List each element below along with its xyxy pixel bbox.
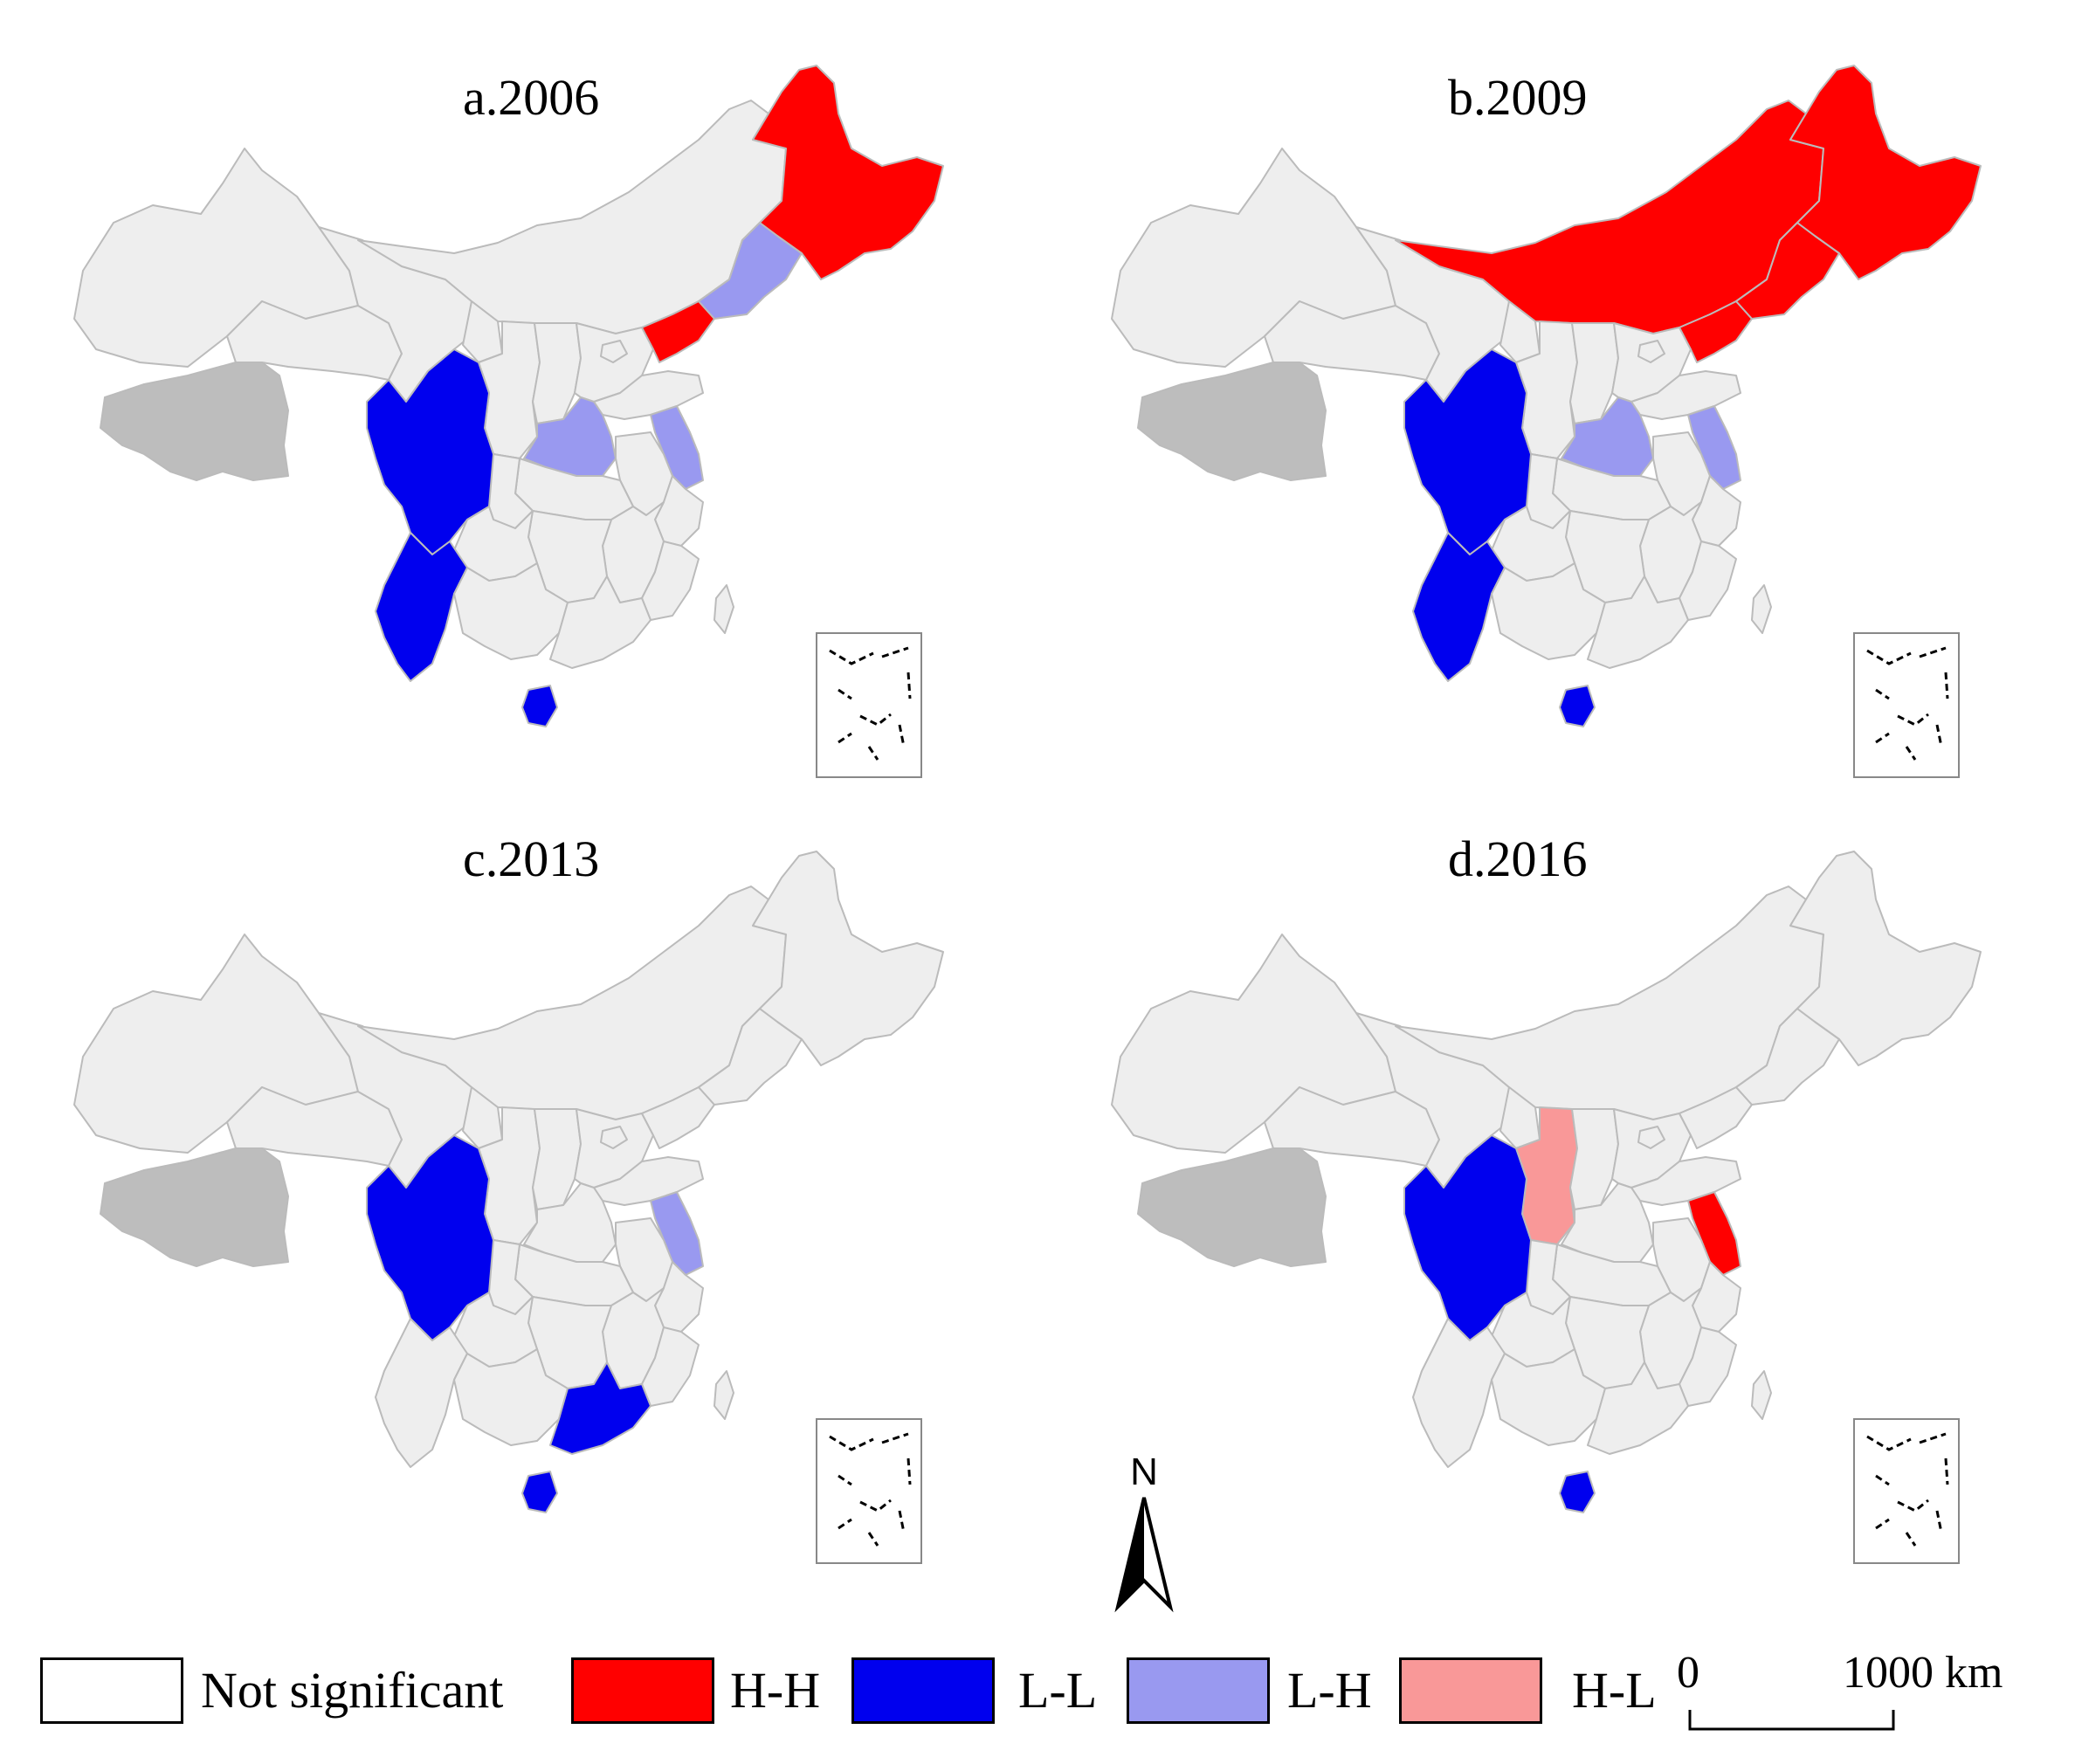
region-heilongjiang xyxy=(1789,851,1982,1066)
region-jiangsu xyxy=(1687,405,1741,490)
scale-bar: 0 1000 km xyxy=(1677,1642,2003,1764)
legend-label: H-L xyxy=(1572,1662,1657,1719)
panel-title: a.2006 xyxy=(463,69,600,126)
china-map xyxy=(1111,65,1982,778)
legend: Not significant H-H L-L L-H H-L 0 1000 k… xyxy=(0,1642,2075,1764)
south-china-sea-inset xyxy=(1853,1418,1960,1564)
south-china-sea-inset xyxy=(816,1418,922,1564)
region-guangdong xyxy=(549,575,651,669)
legend-swatch xyxy=(571,1657,714,1724)
south-china-sea-inset xyxy=(1853,632,1960,778)
region-yunnan xyxy=(375,532,468,682)
region-heilongjiang xyxy=(752,65,944,280)
region-fujian xyxy=(1679,1326,1737,1407)
region-heilongjiang xyxy=(752,851,944,1066)
legend-swatch xyxy=(1127,1657,1270,1724)
region-liaoning xyxy=(1679,300,1753,363)
south-china-sea-inset xyxy=(816,632,922,778)
region-taiwan xyxy=(1751,1370,1772,1420)
north-arrow-icon: N xyxy=(1114,1450,1174,1613)
region-jiangsu xyxy=(1687,1191,1741,1276)
region-liaoning xyxy=(641,300,715,363)
region-fujian xyxy=(1679,541,1737,621)
panel-title: d.2016 xyxy=(1448,830,1588,887)
north-label: N xyxy=(1130,1450,1158,1493)
region-liaoning xyxy=(641,1086,715,1149)
region-beijing xyxy=(1637,1126,1665,1149)
region-shandong xyxy=(593,370,704,420)
region-jiangsu xyxy=(650,1191,704,1276)
scale-line xyxy=(1688,1710,1895,1731)
scale-end: 1000 km xyxy=(1843,1648,2003,1698)
region-guangdong xyxy=(549,1361,651,1455)
map-panel-2006: a.2006 xyxy=(0,0,1038,786)
region-tibet xyxy=(100,362,289,481)
region-taiwan xyxy=(1751,584,1772,634)
map-panel-2009: b.2009 xyxy=(1038,0,2075,786)
region-beijing xyxy=(600,340,628,363)
region-fujian xyxy=(641,541,700,621)
region-taiwan xyxy=(713,1370,734,1420)
region-liaoning xyxy=(1679,1086,1753,1149)
legend-swatch xyxy=(851,1657,995,1724)
legend-label: H-H xyxy=(730,1662,821,1719)
region-jiangsu xyxy=(650,405,704,490)
legend-label: L-L xyxy=(1018,1662,1098,1719)
region-beijing xyxy=(600,1126,628,1149)
panel-title: b.2009 xyxy=(1448,69,1588,126)
region-hainan xyxy=(1559,1471,1596,1513)
china-map xyxy=(1111,851,1982,1564)
scale-start: 0 xyxy=(1677,1648,1699,1698)
region-shandong xyxy=(1630,370,1741,420)
region-shandong xyxy=(1630,1156,1741,1206)
region-hainan xyxy=(521,1471,558,1513)
legend-label: Not significant xyxy=(201,1662,504,1719)
region-yunnan xyxy=(375,1318,468,1468)
region-yunnan xyxy=(1412,532,1506,682)
region-heilongjiang xyxy=(1789,65,1982,280)
region-guangdong xyxy=(1587,575,1689,669)
region-fujian xyxy=(641,1326,700,1407)
china-map xyxy=(73,65,944,778)
region-tibet xyxy=(1137,362,1327,481)
region-yunnan xyxy=(1412,1318,1506,1468)
legend-swatch xyxy=(40,1657,183,1724)
region-guangdong xyxy=(1587,1361,1689,1455)
region-hainan xyxy=(1559,685,1596,727)
region-tibet xyxy=(100,1147,289,1267)
map-panel-2016: d.2016 xyxy=(1038,786,2075,1572)
region-shandong xyxy=(593,1156,704,1206)
china-map xyxy=(73,851,944,1564)
region-taiwan xyxy=(713,584,734,634)
region-tibet xyxy=(1137,1147,1327,1267)
panel-title: c.2013 xyxy=(463,830,600,887)
legend-swatch xyxy=(1399,1657,1542,1724)
legend-label: L-H xyxy=(1287,1662,1372,1719)
region-beijing xyxy=(1637,340,1665,363)
map-panel-2013: c.2013 xyxy=(0,786,1038,1572)
region-hainan xyxy=(521,685,558,727)
